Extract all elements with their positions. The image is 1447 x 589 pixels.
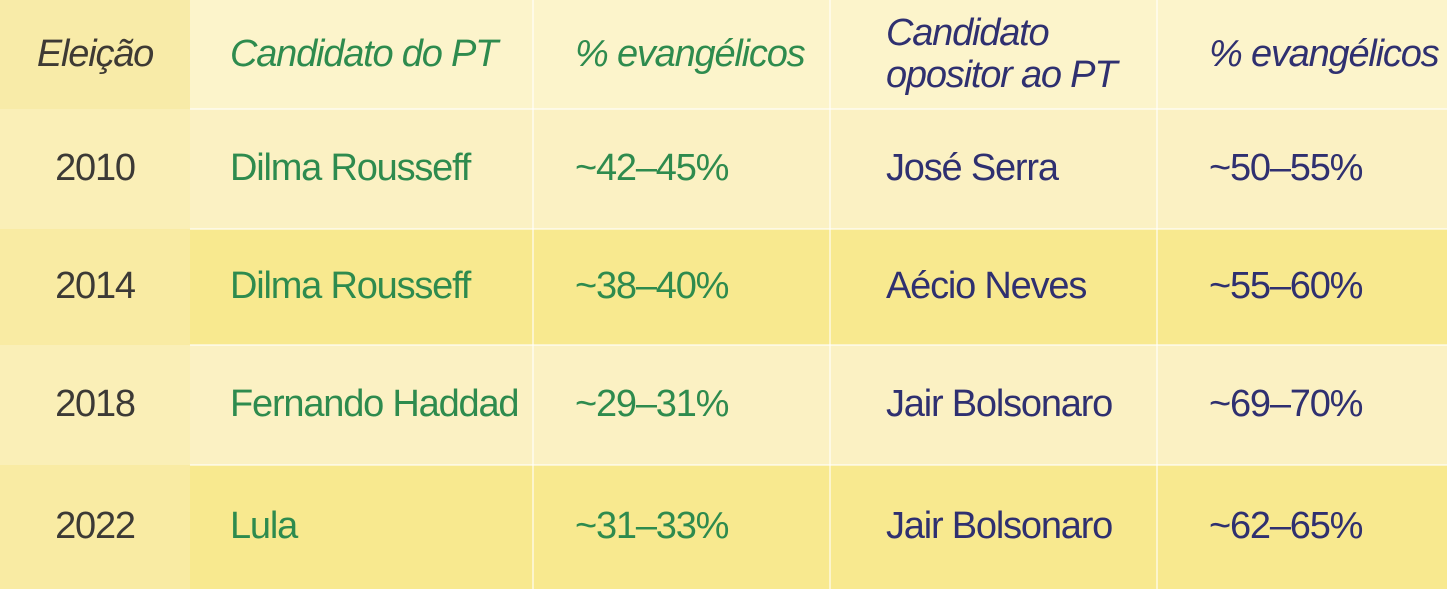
header-candidato-opositor: Candidato opositor ao PT (830, 0, 1157, 109)
column-divider (1156, 0, 1158, 589)
column-divider (829, 0, 831, 589)
cell-year: 2022 (0, 465, 190, 589)
cell-pt-candidate: Dilma Rousseff (190, 109, 533, 229)
cell-pt-pct: ~29–31% (533, 345, 830, 465)
cell-pt-candidate: Dilma Rousseff (190, 229, 533, 345)
cell-pt-pct: ~31–33% (533, 465, 830, 589)
cell-opposition-candidate: Jair Bolsonaro (830, 465, 1157, 589)
cell-opposition-pct: ~62–65% (1157, 465, 1447, 589)
cell-year: 2018 (0, 345, 190, 465)
cell-pt-pct: ~38–40% (533, 229, 830, 345)
cell-opposition-candidate: Jair Bolsonaro (830, 345, 1157, 465)
row-divider (190, 228, 1447, 230)
row-divider (190, 108, 1447, 110)
cell-opposition-pct: ~69–70% (1157, 345, 1447, 465)
header-eleicao: Eleição (0, 0, 190, 109)
cell-opposition-pct: ~55–60% (1157, 229, 1447, 345)
cell-pt-pct: ~42–45% (533, 109, 830, 229)
cell-year: 2010 (0, 109, 190, 229)
cell-opposition-pct: ~50–55% (1157, 109, 1447, 229)
row-divider (190, 464, 1447, 466)
row-divider (190, 344, 1447, 346)
header-pct-evangelicos-opositor: % evangélicos (1157, 0, 1447, 109)
column-divider (532, 0, 534, 589)
header-candidato-pt: Candidato do PT (190, 0, 533, 109)
cell-pt-candidate: Lula (190, 465, 533, 589)
cell-pt-candidate: Fernando Haddad (190, 345, 533, 465)
cell-opposition-candidate: Aécio Neves (830, 229, 1157, 345)
cell-opposition-candidate: José Serra (830, 109, 1157, 229)
header-pct-evangelicos-pt: % evangélicos (533, 0, 830, 109)
cell-year: 2014 (0, 229, 190, 345)
